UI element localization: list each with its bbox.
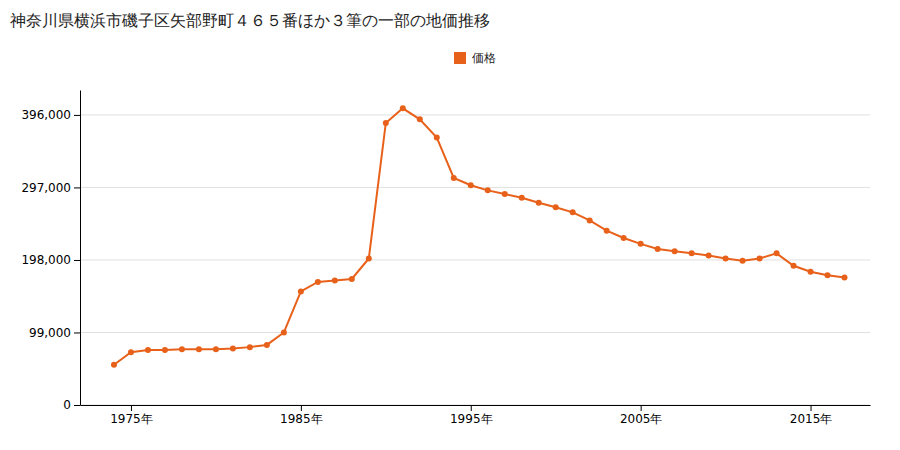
y-tick-label: 0 bbox=[63, 398, 71, 412]
point bbox=[757, 255, 763, 261]
point bbox=[638, 241, 644, 247]
point bbox=[451, 175, 457, 181]
point bbox=[689, 250, 695, 256]
point bbox=[468, 182, 474, 188]
x-tick-mark bbox=[131, 405, 132, 411]
y-tick-label: 396,000 bbox=[21, 108, 71, 122]
point bbox=[417, 116, 423, 122]
point bbox=[162, 347, 168, 353]
point bbox=[230, 346, 236, 352]
x-tick-mark bbox=[641, 405, 642, 411]
y-tick-label: 297,000 bbox=[21, 181, 71, 195]
x-axis: 1975年 1985年 1995年 2005年 2015年 bbox=[81, 405, 871, 426]
y-tick: 0 bbox=[63, 398, 80, 412]
x-tick: 2015年 bbox=[790, 405, 833, 426]
y-tick-mark bbox=[74, 405, 80, 406]
legend-label: 価格 bbox=[472, 51, 496, 65]
point bbox=[774, 250, 780, 256]
point bbox=[179, 346, 185, 352]
point bbox=[655, 246, 661, 252]
point bbox=[281, 329, 287, 335]
point bbox=[587, 217, 593, 223]
marks bbox=[111, 105, 848, 367]
point bbox=[332, 277, 338, 283]
y-tick: 99,000 bbox=[29, 326, 80, 340]
y-tick: 198,000 bbox=[21, 253, 80, 267]
point bbox=[111, 362, 117, 368]
title: 神奈川県横浜市磯子区矢部野町４６５番ほか３筆の一部の地価推移 bbox=[10, 11, 490, 30]
point bbox=[485, 187, 491, 193]
point bbox=[740, 258, 746, 264]
x-tick-label: 1985年 bbox=[280, 412, 323, 426]
point bbox=[196, 346, 202, 352]
x-tick: 2005年 bbox=[620, 405, 663, 426]
x-tick-mark bbox=[301, 405, 302, 411]
point bbox=[791, 263, 797, 269]
point bbox=[706, 253, 712, 259]
point bbox=[570, 209, 576, 215]
grid-line bbox=[80, 405, 870, 406]
x-tick: 1975年 bbox=[110, 405, 153, 426]
legend-swatch bbox=[454, 52, 466, 64]
point bbox=[315, 279, 321, 285]
legend: 価格 bbox=[454, 51, 496, 65]
line bbox=[114, 108, 845, 364]
point bbox=[434, 135, 440, 141]
x-tick: 1995年 bbox=[450, 405, 493, 426]
y-tick-mark bbox=[74, 187, 80, 188]
legend-item: 価格 bbox=[454, 51, 496, 65]
point bbox=[145, 347, 151, 353]
point bbox=[536, 200, 542, 206]
point bbox=[213, 346, 219, 352]
point bbox=[553, 204, 559, 210]
point bbox=[383, 120, 389, 126]
grid-line bbox=[80, 114, 870, 115]
y-axis: 0 99,000 198,000 297,000 396,000 bbox=[21, 91, 80, 413]
point bbox=[298, 288, 304, 294]
y-tick: 297,000 bbox=[21, 181, 80, 195]
point bbox=[825, 272, 831, 278]
x-tick: 1985年 bbox=[280, 405, 323, 426]
y-tick-mark bbox=[74, 115, 80, 116]
y-tick-label: 99,000 bbox=[29, 326, 71, 340]
y-tick-mark bbox=[74, 260, 80, 261]
point bbox=[400, 105, 406, 111]
x-axis-line bbox=[81, 405, 871, 406]
point bbox=[349, 276, 355, 282]
point bbox=[128, 349, 134, 355]
x-tick-mark bbox=[811, 405, 812, 411]
point bbox=[502, 191, 508, 197]
point bbox=[842, 275, 848, 281]
chart: 1975年 1985年 1995年 2005年 2015年 0 99,000 198,000 2… bbox=[0, 0, 900, 450]
x-tick-label: 2005年 bbox=[620, 412, 663, 426]
point bbox=[621, 235, 627, 241]
y-tick: 396,000 bbox=[21, 108, 80, 122]
point bbox=[723, 255, 729, 261]
x-tick-label: 2015年 bbox=[790, 412, 833, 426]
point bbox=[519, 195, 525, 201]
point bbox=[264, 342, 270, 348]
point bbox=[366, 255, 372, 261]
y-tick-label: 198,000 bbox=[21, 253, 71, 267]
x-tick-mark bbox=[471, 405, 472, 411]
grid-line bbox=[80, 332, 870, 333]
point bbox=[672, 248, 678, 254]
y-tick-mark bbox=[74, 332, 80, 333]
x-tick-label: 1975年 bbox=[110, 412, 153, 426]
point bbox=[247, 344, 253, 350]
y-axis-line bbox=[80, 91, 81, 406]
point bbox=[808, 269, 814, 275]
plot-area: 1975年 1985年 1995年 2005年 2015年 0 99,000 198,000 2… bbox=[21, 91, 870, 426]
x-tick-label: 1995年 bbox=[450, 412, 493, 426]
point bbox=[604, 228, 610, 234]
